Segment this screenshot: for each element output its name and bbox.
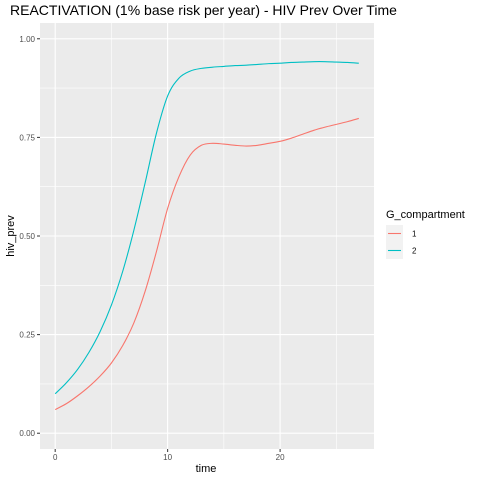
y-tick-label: 0.75 [19, 133, 35, 142]
x-tick-label: 0 [53, 453, 58, 462]
legend: G_compartment 1 2 [386, 209, 465, 259]
major-gridlines [40, 23, 374, 449]
x-axis-title: time [196, 463, 217, 475]
y-axis-title: hiv_prev [5, 215, 17, 257]
x-axis: 0 10 20 [53, 449, 285, 462]
y-axis: 0.00 0.25 0.50 0.75 1.00 [19, 35, 40, 438]
y-tick-label: 0.25 [19, 331, 35, 340]
chart-title: REACTIVATION (1% base risk per year) - H… [10, 2, 397, 18]
series-line-1 [54, 117, 359, 411]
legend-label-1: 1 [412, 230, 417, 239]
y-tick-label: 0.50 [19, 232, 35, 241]
legend-title: G_compartment [386, 209, 465, 221]
y-tick-label: 1.00 [19, 35, 35, 44]
x-tick-label: 20 [276, 453, 285, 462]
legend-label-2: 2 [412, 247, 417, 256]
y-tick-label: 0.00 [19, 429, 35, 438]
x-tick-label: 10 [163, 453, 172, 462]
series-lines [54, 61, 359, 411]
series-line-2 [54, 61, 359, 395]
